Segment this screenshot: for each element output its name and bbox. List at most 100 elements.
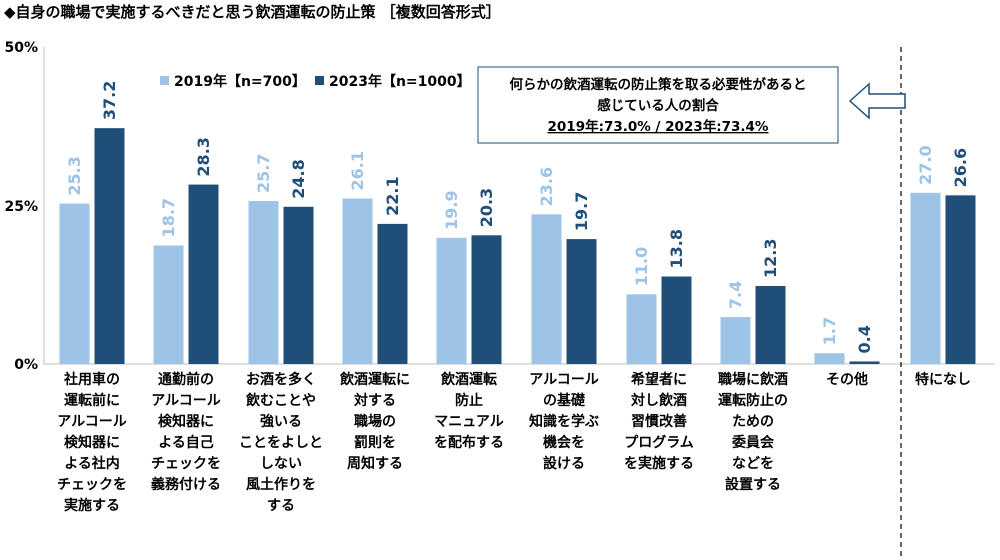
value-label-2023: 37.2	[100, 81, 119, 120]
bar-2023	[566, 239, 597, 364]
category-label-line: 検知器に	[64, 434, 120, 451]
category-label-line: 習慣改善	[631, 413, 687, 430]
category-label-line: お酒を多く	[246, 371, 316, 388]
note-box: 何らかの飲酒運転の防止策を取る必要性があると 感じている人の割合 2019年:7…	[477, 66, 906, 144]
category-label-line: 防止	[455, 392, 483, 409]
category-label-line: プログラム	[624, 434, 694, 451]
bar-2023	[945, 195, 976, 364]
category-label-line: 強いる	[260, 413, 302, 430]
category-label-line: などを	[732, 456, 774, 472]
category-label-line: チェックを	[57, 477, 127, 493]
bar-2019	[626, 294, 657, 364]
value-label-2019: 25.7	[254, 154, 273, 193]
category-label: 飲酒運転防止マニュアルを配布する	[434, 371, 504, 451]
category-label-line: 特になし	[915, 371, 971, 388]
category-label-line: 設ける	[543, 455, 585, 472]
bar-2023	[377, 223, 408, 364]
note-line-3: 2019年:73.0% / 2023年:73.4%	[548, 118, 769, 135]
category-label-line: 対する	[353, 392, 396, 409]
bar-2019	[531, 214, 562, 364]
bar-2023	[755, 286, 786, 364]
category-label-line: 委員会	[731, 434, 775, 451]
category-label-line: を配布する	[434, 434, 504, 451]
bar-2023	[283, 206, 314, 364]
note-line-1: 何らかの飲酒運転の防止策を取る必要性があると	[510, 76, 807, 93]
bar-2019	[342, 198, 373, 364]
category-label-line: 知識を学ぶ	[529, 413, 599, 430]
value-label-2023: 26.6	[951, 148, 970, 187]
category-label-line: を実施する	[624, 455, 694, 472]
category-label-line: ことをよしと	[239, 435, 323, 451]
value-label-2023: 19.7	[572, 192, 591, 231]
category-label-line: 通勤前の	[158, 371, 214, 388]
note-box-frame	[477, 66, 839, 144]
legend-label-2023: 2023年【n=1000】	[329, 73, 471, 90]
category-label-line: 対し飲酒	[630, 392, 687, 409]
bar-2019	[153, 245, 184, 364]
legend-label-2019: 2019年【n=700】	[174, 73, 306, 90]
category-label: 職場に飲酒運転防止のための委員会などを設置する	[718, 371, 788, 493]
value-label-2023: 20.3	[477, 188, 496, 227]
category-label: 飲酒運転に対する職場の罰則を周知する	[339, 371, 410, 472]
category-label-line: 飲酒運転に	[339, 371, 410, 388]
bar-2023	[661, 276, 692, 364]
value-label-2019: 26.1	[348, 151, 367, 190]
value-label-2023: 12.3	[761, 239, 780, 278]
category-label-line: アルコール	[57, 414, 127, 430]
legend-swatch-2023	[315, 76, 324, 85]
category-label-line: その他	[826, 371, 868, 388]
y-tick-label: 0%	[14, 357, 38, 373]
y-tick-label: 25%	[4, 199, 38, 215]
value-label-2023: 28.3	[194, 137, 213, 176]
category-label-line: アルコール	[529, 372, 599, 388]
category-label-line: する	[267, 498, 295, 514]
category-label: お酒を多く飲むことや強いることをよしとしない風土作りをする	[239, 371, 323, 514]
category-label-line: 実施する	[64, 497, 120, 514]
category-label-line: 設置する	[725, 476, 781, 493]
chart-title: ◆自身の職場で実施するべきだと思う飲酒運転の防止策 ［複数回答形式］	[4, 3, 501, 21]
category-label-line: 飲むことや	[245, 392, 316, 409]
value-label-2019: 18.7	[159, 198, 178, 237]
value-label-2023: 24.8	[289, 159, 308, 198]
value-label-2023: 22.1	[383, 176, 402, 215]
category-label-line: 義務付ける	[151, 476, 221, 493]
value-label-2019: 11.0	[632, 247, 651, 286]
category-label-line: 周知する	[347, 455, 403, 472]
chart-marks: 25.337.2社用車の運転前にアルコール検知器による社内チェックを実施する18…	[57, 81, 976, 514]
category-label: その他	[826, 371, 868, 388]
bar-2019	[910, 192, 941, 364]
category-label-line: 運転前に	[64, 392, 120, 409]
category-label-line: しない	[260, 456, 302, 472]
bar-2023	[188, 184, 219, 364]
category-label: 社用車の運転前にアルコール検知器による社内チェックを実施する	[57, 371, 127, 514]
category-label-line: アルコール	[151, 393, 221, 409]
category-label-line: 職場に飲酒	[718, 371, 788, 388]
value-label-2019: 23.6	[537, 167, 556, 206]
category-label-line: 検知器に	[158, 413, 214, 430]
note-line-2: 感じている人の割合	[597, 97, 719, 114]
category-label: アルコールの基礎知識を学ぶ機会を設ける	[529, 372, 599, 472]
bar-2019	[814, 353, 845, 364]
category-label: 特になし	[915, 371, 971, 388]
legend-swatch-2019	[160, 76, 169, 85]
category-label: 希望者に対し飲酒習慣改善プログラムを実施する	[624, 371, 694, 472]
category-label-line: 社用車の	[63, 371, 120, 388]
bar-2019	[59, 203, 90, 364]
bar-2019	[248, 201, 279, 364]
category-label-line: よる社内	[64, 455, 120, 472]
bar-2019	[436, 237, 467, 364]
category-label-line: 運転防止の	[718, 392, 788, 409]
category-label-line: 風土作りを	[246, 476, 316, 493]
value-label-2023: 13.8	[667, 229, 686, 268]
value-label-2019: 19.9	[442, 190, 461, 229]
value-label-2023: 0.4	[855, 325, 874, 353]
bar-2023	[849, 361, 880, 364]
left-arrow-icon	[848, 82, 906, 120]
category-label-line: 罰則を	[354, 435, 396, 451]
value-label-2019: 1.7	[820, 317, 839, 345]
value-label-2019: 7.4	[726, 281, 745, 309]
category-label-line: ための	[732, 414, 774, 430]
category-label: 通勤前のアルコール検知器による自己チェックを義務付ける	[151, 371, 221, 493]
category-label-line: チェックを	[151, 456, 221, 472]
